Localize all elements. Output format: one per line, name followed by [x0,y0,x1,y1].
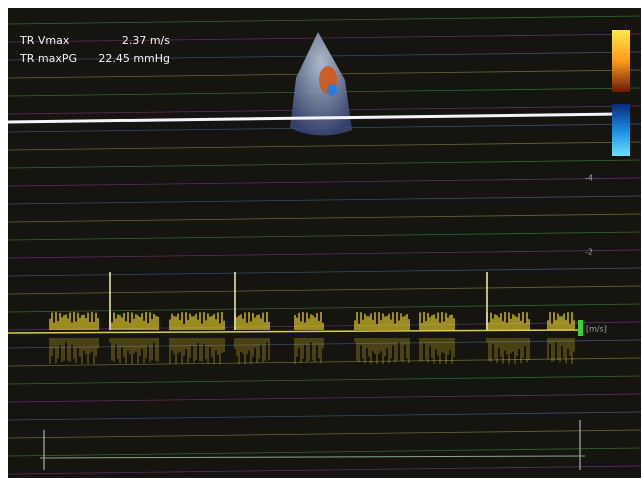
scan-line [7,303,641,313]
ecg-trace [39,455,586,459]
scan-line [7,285,641,295]
scan-line [7,213,641,223]
scan-line [7,447,641,457]
scan-line [7,231,641,241]
doppler-trace [49,272,575,364]
scale-unit: [m/s] [586,325,607,334]
measurement-value: 22.45 mmHg [98,52,170,65]
scan-line [7,411,641,421]
color-flow [327,84,337,96]
scan-line [7,429,641,439]
scan-line [7,375,641,385]
color-bar [612,104,630,156]
scan-line [7,465,641,475]
scan-line [7,249,641,259]
scan-line [7,357,641,367]
scan-line [7,33,641,43]
measurement-label: TR maxPG [19,52,77,65]
scan-line [7,195,641,205]
scan-line [7,177,641,187]
scan-line [7,15,641,25]
measurement-value: 2.37 m/s [122,34,170,47]
scan-line [7,267,641,277]
scan-line [7,393,641,403]
baseline-marker [578,320,583,336]
baseline [7,329,581,334]
color-bar [612,30,630,92]
scan-line [7,141,641,151]
scale-label: -2 [585,248,593,257]
scale-label: -4 [585,174,593,183]
scan-lines [7,15,641,475]
measurement-label: TR Vmax [19,34,70,47]
scan-line [7,159,641,169]
reference-line [7,112,621,124]
